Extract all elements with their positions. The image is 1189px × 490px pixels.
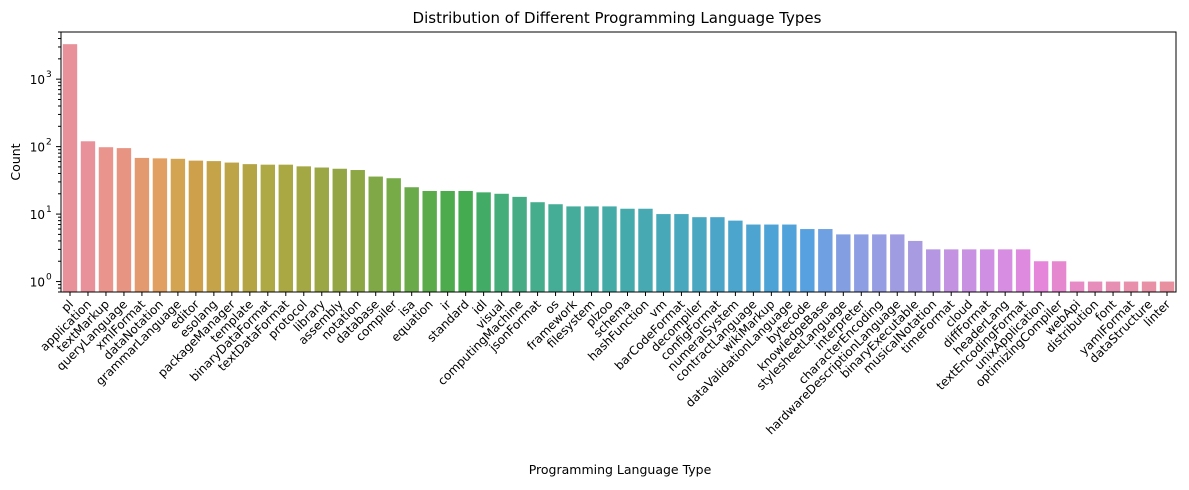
bar-dataNotation xyxy=(152,158,168,292)
y-tick-label: 10 xyxy=(30,208,45,222)
bar-decompiler xyxy=(692,217,707,292)
bar-protocol xyxy=(296,166,311,292)
bar-grammarLanguage xyxy=(170,158,186,292)
bar-headerLang xyxy=(997,249,1013,292)
bar-vm xyxy=(656,214,671,292)
bar-plzoo xyxy=(602,206,617,292)
bar-characterEncoding xyxy=(872,234,887,292)
x-axis: plapplicationtextMarkupqueryLanguagexmlF… xyxy=(37,292,1173,437)
bar-ir xyxy=(440,190,455,292)
bar-webApi xyxy=(1069,281,1085,292)
bar-bytecode xyxy=(800,229,815,292)
bar-dataValidationLanguage xyxy=(782,224,797,292)
bar-numeralSystem xyxy=(728,220,743,292)
bar-linter xyxy=(1159,281,1175,292)
bar-textMarkup xyxy=(98,147,114,292)
bar-xmlFormat xyxy=(134,157,150,292)
bar-template xyxy=(242,164,258,292)
bar-binaryDataFormat xyxy=(260,164,276,292)
plot-frame xyxy=(60,31,1177,293)
bar-optimizingCompiler xyxy=(1051,261,1067,292)
bar-packageManager xyxy=(224,162,240,292)
y-tick-exponent: 3 xyxy=(46,70,52,80)
bar-equation xyxy=(422,190,437,292)
bar-assembly xyxy=(332,168,347,292)
bar-interpreter xyxy=(854,234,869,292)
bar-standard xyxy=(458,190,473,292)
bars-group xyxy=(62,44,1175,292)
bar-filesystem xyxy=(584,206,599,292)
bar-binaryExecutable xyxy=(908,240,923,292)
bar-musicalNotation xyxy=(926,249,941,292)
bar-cloud xyxy=(961,249,977,292)
bar-jsonFormat xyxy=(530,202,545,292)
bar-framework xyxy=(566,206,581,292)
bar-editor xyxy=(188,160,204,292)
bar-isa xyxy=(404,187,419,292)
bar-pl xyxy=(62,44,78,292)
bar-esolang xyxy=(206,161,222,292)
bar-library xyxy=(314,167,329,292)
y-tick-label: 10 xyxy=(30,141,45,155)
bar-unixApplication xyxy=(1033,261,1049,292)
y-tick-label: 10 xyxy=(30,276,45,290)
bar-diffFormat xyxy=(979,249,995,292)
y-axis-label: Count xyxy=(8,143,23,180)
bar-computingMachine xyxy=(512,196,527,292)
bar-knowledgeBase xyxy=(818,229,833,292)
bar-textEncodingFormat xyxy=(1015,249,1031,292)
y-tick-label: 10 xyxy=(30,73,45,87)
bar-timeFormat xyxy=(944,249,959,292)
y-tick-exponent: 0 xyxy=(46,273,52,283)
bar-database xyxy=(368,176,383,292)
y-tick-exponent: 2 xyxy=(46,138,52,148)
bar-wikiMarkup xyxy=(764,224,779,292)
bar-dataStructure xyxy=(1141,281,1157,292)
bar-configFormat xyxy=(710,217,725,292)
bar-hashFunction xyxy=(638,208,653,292)
bar-distribution xyxy=(1087,281,1103,292)
bar-stylesheetLanguage xyxy=(836,234,851,292)
chart-title: Distribution of Different Programming La… xyxy=(413,9,822,27)
y-tick-exponent: 1 xyxy=(46,205,52,215)
bar-application xyxy=(80,141,96,292)
bar-idl xyxy=(476,192,491,292)
bar-yamlFormat xyxy=(1123,281,1139,292)
bar-queryLanguage xyxy=(116,148,132,292)
x-axis-label: Programming Language Type xyxy=(529,462,712,477)
bar-barCodeFormat xyxy=(674,214,689,292)
bar-compiler xyxy=(386,178,401,292)
bar-os xyxy=(548,204,563,292)
bar-schema xyxy=(620,208,635,292)
bar-contractLanguage xyxy=(746,224,761,292)
bar-textDataFormat xyxy=(278,164,293,292)
bar-visual xyxy=(494,193,509,292)
bar-notation xyxy=(350,170,365,292)
bar-hardwareDescriptionLanguage xyxy=(890,234,905,292)
bar-font xyxy=(1105,281,1121,292)
